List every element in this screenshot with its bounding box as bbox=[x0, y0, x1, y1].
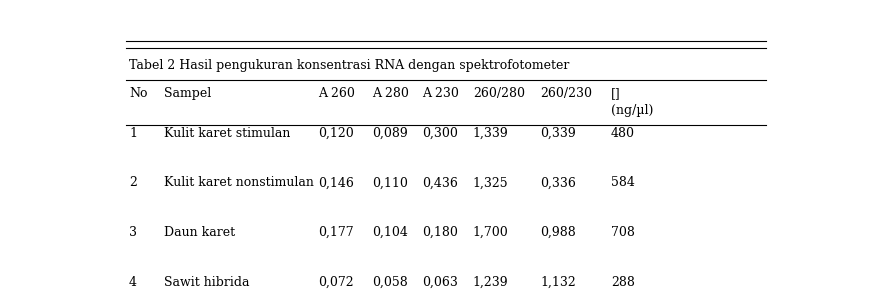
Text: No: No bbox=[129, 87, 148, 100]
Text: 0,339: 0,339 bbox=[540, 127, 575, 140]
Text: A 260: A 260 bbox=[317, 87, 355, 100]
Text: 0,104: 0,104 bbox=[371, 226, 407, 239]
Text: Kulit karet nonstimulan: Kulit karet nonstimulan bbox=[164, 176, 314, 189]
Text: 1,239: 1,239 bbox=[473, 276, 507, 289]
Text: 0,177: 0,177 bbox=[317, 226, 353, 239]
Text: 0,436: 0,436 bbox=[421, 176, 458, 189]
Text: A 230: A 230 bbox=[421, 87, 459, 100]
Text: 480: 480 bbox=[610, 127, 634, 140]
Text: 0,089: 0,089 bbox=[371, 127, 407, 140]
Text: Kulit karet stimulan: Kulit karet stimulan bbox=[164, 127, 290, 140]
Text: 260/230: 260/230 bbox=[540, 87, 592, 100]
Text: Sampel: Sampel bbox=[164, 87, 211, 100]
Text: 0,336: 0,336 bbox=[540, 176, 575, 189]
Text: 0,120: 0,120 bbox=[317, 127, 353, 140]
Text: 1,325: 1,325 bbox=[473, 176, 507, 189]
Text: 1: 1 bbox=[129, 127, 136, 140]
Text: 288: 288 bbox=[610, 276, 634, 289]
Text: 584: 584 bbox=[610, 176, 634, 189]
Text: 0,300: 0,300 bbox=[421, 127, 458, 140]
Text: 0,072: 0,072 bbox=[317, 276, 353, 289]
Text: Tabel 2 Hasil pengukuran konsentrasi RNA dengan spektrofotometer: Tabel 2 Hasil pengukuran konsentrasi RNA… bbox=[129, 59, 568, 72]
Text: 0,063: 0,063 bbox=[421, 276, 458, 289]
Text: (ng/µl): (ng/µl) bbox=[610, 104, 653, 117]
Text: 708: 708 bbox=[610, 226, 634, 239]
Text: 1,339: 1,339 bbox=[473, 127, 508, 140]
Text: 0,146: 0,146 bbox=[317, 176, 353, 189]
Text: 2: 2 bbox=[129, 176, 136, 189]
Text: 1,132: 1,132 bbox=[540, 276, 575, 289]
Text: 260/280: 260/280 bbox=[473, 87, 524, 100]
Text: Daun karet: Daun karet bbox=[164, 226, 235, 239]
Text: 0,110: 0,110 bbox=[371, 176, 407, 189]
Text: 0,058: 0,058 bbox=[371, 276, 407, 289]
Text: 0,988: 0,988 bbox=[540, 226, 575, 239]
Text: []: [] bbox=[610, 87, 620, 100]
Text: 1,700: 1,700 bbox=[473, 226, 508, 239]
Text: 0,180: 0,180 bbox=[421, 226, 458, 239]
Text: Sawit hibrida: Sawit hibrida bbox=[164, 276, 249, 289]
Text: A 280: A 280 bbox=[371, 87, 408, 100]
Text: 3: 3 bbox=[129, 226, 136, 239]
Text: 4: 4 bbox=[129, 276, 136, 289]
